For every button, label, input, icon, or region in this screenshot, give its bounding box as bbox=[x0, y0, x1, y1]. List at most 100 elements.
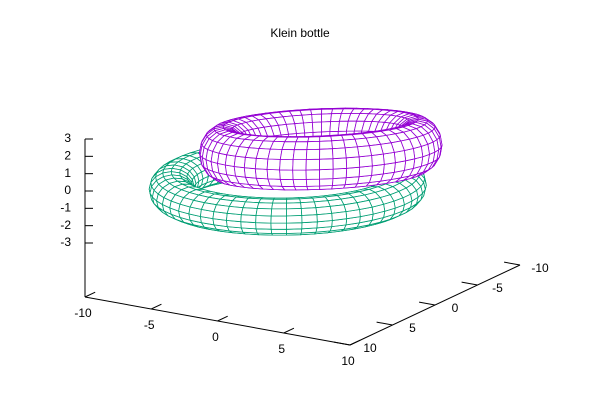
surface-mesh bbox=[292, 159, 307, 171]
surface-mesh bbox=[293, 141, 309, 151]
surface-mesh bbox=[345, 166, 361, 179]
surface-mesh bbox=[233, 155, 246, 169]
surface-mesh bbox=[295, 136, 310, 143]
surface-mesh bbox=[319, 148, 334, 160]
surface-mesh bbox=[292, 169, 307, 180]
surface-mesh bbox=[255, 222, 272, 230]
surface-mesh bbox=[270, 208, 287, 217]
surface-mesh bbox=[279, 158, 294, 171]
z-tick-label: 3 bbox=[64, 131, 71, 145]
surface-mesh bbox=[321, 121, 332, 133]
surface-mesh bbox=[255, 208, 273, 217]
surface-mesh bbox=[371, 153, 385, 167]
surface-mesh bbox=[358, 155, 373, 168]
x-tick-label: 0 bbox=[212, 330, 219, 344]
surface-mesh bbox=[331, 139, 346, 150]
y-tick bbox=[334, 341, 351, 346]
surface-mesh bbox=[305, 178, 321, 187]
surface-mesh bbox=[358, 165, 373, 178]
y-tick-label: -5 bbox=[492, 281, 503, 295]
surface-mesh bbox=[292, 178, 308, 187]
surface-mesh bbox=[292, 149, 308, 161]
y-tick bbox=[376, 321, 393, 326]
z-tick-label: -1 bbox=[60, 201, 71, 215]
y-tick-label: 10 bbox=[363, 341, 377, 355]
surface-mesh bbox=[254, 157, 269, 170]
surface-mesh bbox=[233, 166, 246, 178]
surface-mesh bbox=[213, 204, 230, 214]
surface-mesh bbox=[285, 215, 303, 224]
surface-mesh bbox=[226, 205, 244, 216]
surface-mesh bbox=[270, 228, 287, 234]
surface-mesh bbox=[300, 207, 318, 216]
surface-mesh bbox=[267, 148, 283, 160]
surface-mesh bbox=[310, 108, 323, 115]
surface-mesh bbox=[307, 136, 321, 143]
y-tick bbox=[419, 301, 436, 306]
surface-mesh bbox=[270, 215, 287, 224]
surface bbox=[148, 107, 443, 236]
surface-mesh bbox=[279, 178, 295, 187]
surface-mesh bbox=[270, 222, 287, 230]
surface-mesh bbox=[331, 211, 348, 221]
surface-mesh bbox=[319, 158, 334, 171]
x-tick-label: -10 bbox=[74, 306, 92, 320]
surface-mesh bbox=[293, 185, 309, 191]
x-tick-label: 10 bbox=[341, 354, 355, 368]
surface-mesh bbox=[243, 167, 257, 179]
y-tick-label: -10 bbox=[531, 261, 549, 275]
surface-mesh bbox=[321, 113, 332, 123]
x-tick bbox=[151, 303, 162, 310]
z-tick-label: -3 bbox=[60, 235, 71, 249]
surface-mesh bbox=[343, 202, 361, 213]
surface-mesh bbox=[240, 207, 258, 216]
surface-mesh bbox=[256, 202, 274, 210]
surface-mesh bbox=[311, 113, 323, 123]
surface-mesh bbox=[267, 178, 283, 187]
surface-mesh bbox=[303, 121, 314, 134]
surface-mesh bbox=[357, 145, 373, 158]
surface-mesh bbox=[272, 198, 288, 204]
chart-title: Klein bottle bbox=[270, 26, 330, 40]
surface-mesh bbox=[266, 158, 281, 171]
surface-mesh bbox=[332, 167, 348, 180]
surface-mesh bbox=[301, 214, 318, 224]
surface-mesh bbox=[343, 138, 359, 149]
y-tick-label: 0 bbox=[452, 301, 459, 315]
surface-mesh bbox=[255, 215, 272, 224]
y-tick-label: 5 bbox=[409, 321, 416, 335]
x-tick bbox=[283, 327, 295, 334]
surface-mesh bbox=[316, 212, 333, 223]
surface-mesh bbox=[243, 156, 257, 170]
surface-mesh bbox=[224, 154, 236, 167]
surface-mesh bbox=[286, 208, 303, 217]
z-tick-label: -2 bbox=[60, 218, 71, 232]
surface-mesh bbox=[285, 222, 303, 230]
x-tick-label: 5 bbox=[278, 342, 285, 356]
surface-mesh bbox=[344, 146, 360, 159]
x-tick-label: -5 bbox=[144, 318, 155, 332]
surface-mesh bbox=[382, 151, 396, 165]
surface-mesh bbox=[319, 140, 333, 150]
surface-mesh bbox=[332, 157, 348, 170]
surface-mesh bbox=[319, 168, 334, 180]
z-tick-label: 0 bbox=[64, 183, 71, 197]
surface-mesh bbox=[319, 178, 334, 187]
surface-mesh bbox=[254, 168, 269, 180]
surface-mesh bbox=[345, 156, 361, 169]
surface-mesh bbox=[279, 149, 295, 161]
surface-mesh bbox=[305, 148, 321, 160]
surface-mesh bbox=[305, 169, 321, 180]
y-tick bbox=[504, 261, 521, 266]
surface-mesh bbox=[266, 168, 281, 180]
surface-mesh bbox=[332, 147, 347, 160]
surface-mesh bbox=[286, 202, 302, 210]
x-tick bbox=[217, 315, 228, 322]
surface-mesh bbox=[279, 169, 294, 180]
surface-mesh bbox=[240, 214, 257, 224]
surface-mesh bbox=[281, 141, 297, 151]
surface-mesh bbox=[305, 158, 321, 171]
y-tick bbox=[461, 281, 478, 286]
z-tick-label: 1 bbox=[64, 166, 71, 180]
